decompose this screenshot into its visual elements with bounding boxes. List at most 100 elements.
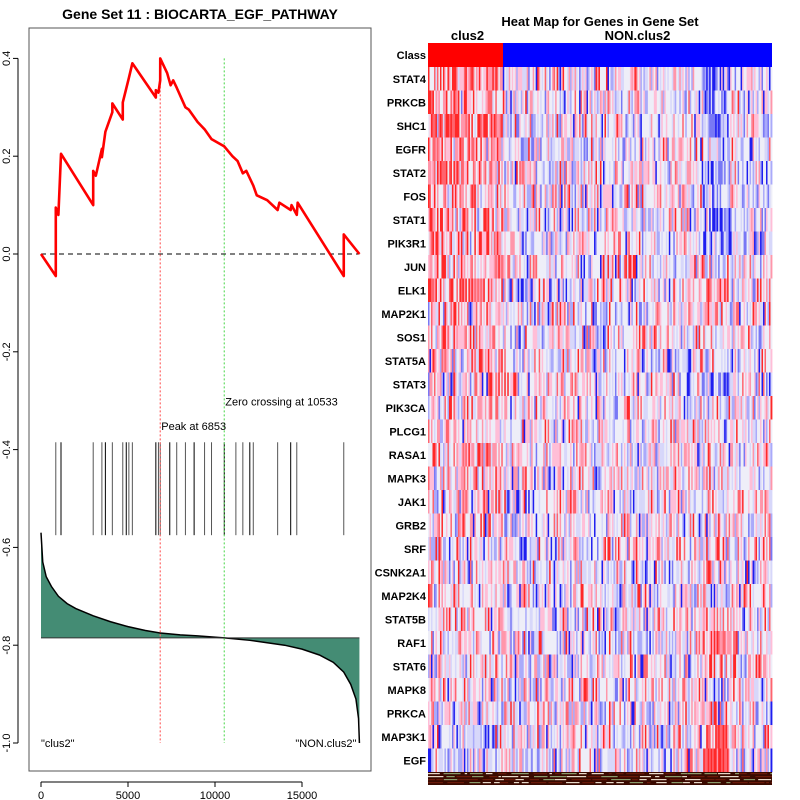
heatmap-cell — [484, 349, 487, 373]
heatmap-cell — [510, 372, 513, 397]
heatmap-cell — [668, 137, 671, 162]
heatmap-cell — [734, 443, 737, 467]
heatmap-cell — [733, 490, 736, 514]
heatmap-cell — [676, 419, 679, 444]
heatmap-cell — [721, 537, 724, 561]
heatmap-cell — [679, 396, 682, 420]
heatmap-cell — [597, 184, 599, 209]
heatmap-cell — [755, 90, 758, 115]
heatmap-cell — [526, 490, 529, 514]
heatmap-cell — [516, 325, 519, 350]
heatmap-cell — [625, 137, 628, 162]
heatmap-cell — [770, 231, 773, 256]
heatmap-cell — [462, 302, 465, 326]
heatmap-cell — [620, 419, 623, 444]
heatmap-cell — [592, 302, 595, 326]
heatmap-cell — [594, 161, 596, 185]
heatmap-cell — [670, 349, 673, 373]
heatmap-cell — [511, 231, 514, 256]
heatmap-cell — [579, 114, 581, 138]
heatmap-cell — [745, 372, 747, 397]
heatmap-cell — [468, 490, 471, 514]
heatmap-cell — [463, 537, 466, 561]
heatmap-cell — [516, 90, 519, 115]
heatmap-cell — [531, 396, 534, 420]
heatmap-cell — [736, 419, 738, 444]
heatmap-cell — [441, 490, 444, 514]
heatmap-cell — [547, 231, 550, 256]
heatmap-cell — [605, 349, 608, 373]
heatmap-cell — [477, 255, 480, 279]
heatmap-cell — [430, 513, 433, 538]
heatmap-cell — [514, 231, 517, 256]
heatmap-cell — [517, 537, 520, 561]
heatmap-cell — [610, 90, 613, 115]
heatmap-cell — [495, 231, 498, 256]
heatmap-cell — [659, 231, 662, 256]
heatmap-cell — [625, 466, 628, 491]
heatmap-cell — [712, 419, 715, 444]
heatmap-cell — [706, 349, 709, 373]
heatmap-cell — [743, 231, 746, 256]
heatmap-cell — [504, 396, 507, 420]
heatmap-cell — [582, 90, 584, 115]
heatmap-cell — [486, 443, 489, 467]
heatmap-cell — [428, 466, 430, 491]
heatmap-cell — [745, 490, 747, 514]
heatmap-cell — [722, 278, 725, 303]
heatmap-cell — [662, 255, 665, 279]
heatmap-cell — [731, 443, 734, 467]
heatmap-cell — [664, 67, 667, 91]
heatmap-cell — [713, 278, 716, 303]
heatmap-cell — [679, 513, 682, 538]
heatmap-cell — [547, 513, 550, 538]
heatmap-cell — [740, 419, 743, 444]
heatmap-cell — [602, 349, 605, 373]
heatmap-cell — [713, 114, 716, 138]
heatmap-cell — [489, 67, 492, 91]
heatmap-cell — [516, 67, 519, 91]
heatmap-cell — [428, 184, 430, 209]
heatmap-cell — [508, 537, 511, 561]
heatmap-cell — [664, 184, 667, 209]
heatmap-cell — [754, 67, 756, 91]
heatmap-cell — [665, 67, 668, 91]
heatmap-cell — [579, 537, 581, 561]
heatmap-cell — [629, 231, 632, 256]
heatmap-cell — [686, 466, 689, 491]
heatmap-cell — [552, 349, 555, 373]
heatmap-cell — [659, 490, 662, 514]
heatmap-cell — [478, 67, 481, 91]
heatmap-cell — [667, 466, 670, 491]
heatmap-cell — [650, 278, 653, 303]
heatmap-cell — [529, 396, 532, 420]
heatmap-cell — [558, 325, 561, 350]
heatmap-cell — [589, 443, 592, 467]
heatmap-cell — [706, 67, 709, 91]
heatmap-cell — [763, 278, 765, 303]
heatmap-cell — [538, 396, 541, 420]
heatmap-cell — [471, 90, 474, 115]
heatmap-cell — [623, 90, 626, 115]
heatmap-cell — [577, 184, 580, 209]
heatmap-cell — [459, 419, 462, 444]
heatmap-cell — [622, 325, 625, 350]
heatmap-cell — [520, 302, 523, 326]
heatmap-cell — [517, 490, 520, 514]
heatmap-cell — [430, 231, 433, 256]
heatmap-cell — [614, 537, 617, 561]
heatmap-cell — [514, 490, 517, 514]
heatmap-cell — [438, 537, 441, 561]
heatmap-cell — [692, 278, 695, 303]
heatmap-cell — [517, 208, 520, 232]
heatmap-cell — [529, 513, 532, 538]
heatmap-cell — [574, 349, 577, 373]
heatmap-cell — [448, 349, 451, 373]
heatmap-cell — [688, 90, 691, 115]
heatmap-cell — [689, 67, 692, 91]
heatmap-cell — [474, 396, 477, 420]
heatmap-cell — [550, 349, 553, 373]
heatmap-cell — [623, 372, 626, 397]
heatmap-cell — [508, 278, 511, 303]
heatmap-cell — [632, 90, 635, 115]
